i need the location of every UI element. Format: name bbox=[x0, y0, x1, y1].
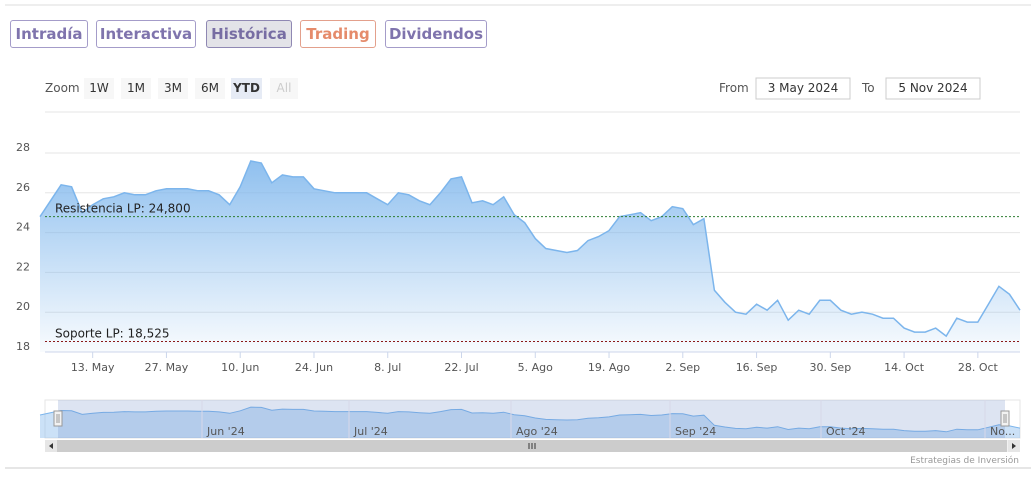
navigator-area bbox=[40, 407, 1020, 438]
navigator-mask bbox=[58, 400, 1005, 438]
navigator-handle[interactable] bbox=[53, 410, 63, 427]
navigator-label: Sep '24 bbox=[675, 425, 716, 438]
x-tick-label: 8. Jul bbox=[374, 361, 401, 374]
x-tick-label: 14. Oct bbox=[884, 361, 925, 374]
x-tick-label: 28. Oct bbox=[958, 361, 999, 374]
navigator-bg bbox=[44, 399, 1021, 439]
zoom-button-label[interactable]: 6M bbox=[201, 81, 219, 95]
navigator-label: Jun '24 bbox=[206, 425, 245, 438]
y-tick-label: 26 bbox=[16, 181, 30, 194]
navigator-label: Jul '24 bbox=[353, 425, 388, 438]
zoom-button[interactable] bbox=[84, 78, 114, 99]
plot-line-label: Resistencia LP: 24,800 bbox=[55, 202, 191, 216]
area-fill bbox=[40, 161, 1020, 352]
tab[interactable]: Histórica bbox=[206, 20, 292, 48]
zoom-button[interactable] bbox=[231, 78, 262, 99]
x-tick-label: 10. Jun bbox=[221, 361, 259, 374]
from-input[interactable] bbox=[755, 77, 851, 100]
to-value[interactable]: 5 Nov 2024 bbox=[898, 81, 967, 95]
zoom-button[interactable] bbox=[158, 78, 188, 99]
zoom-button bbox=[270, 78, 298, 99]
zoom-button-label[interactable]: 1M bbox=[127, 81, 145, 95]
x-tick-label: 24. Jun bbox=[295, 361, 333, 374]
x-tick-label: 22. Jul bbox=[444, 361, 478, 374]
scroll-left-arrow bbox=[49, 443, 53, 449]
x-tick-label: 16. Sep bbox=[736, 361, 778, 374]
x-tick-label: 30. Sep bbox=[809, 361, 851, 374]
tab[interactable]: Intradía bbox=[10, 20, 88, 48]
navigator-handle[interactable] bbox=[1000, 410, 1010, 427]
navigator-label: Oct '24 bbox=[826, 425, 866, 438]
x-tick-label: 13. May bbox=[71, 361, 115, 374]
from-value[interactable]: 3 May 2024 bbox=[768, 81, 839, 95]
y-tick-label: 20 bbox=[16, 300, 30, 313]
tab[interactable]: Trading bbox=[300, 20, 376, 48]
scroll-grip bbox=[528, 443, 536, 449]
zoom-button-label: All bbox=[277, 81, 292, 95]
tab[interactable]: Interactiva bbox=[96, 20, 196, 48]
navigator-label: No... bbox=[990, 425, 1015, 438]
credits: Estrategias de Inversión bbox=[910, 455, 1019, 466]
y-tick-label: 28 bbox=[16, 141, 30, 154]
x-tick-label: 19. Ago bbox=[588, 361, 630, 374]
scroll-right-arrow bbox=[1012, 443, 1016, 449]
zoom-button-label[interactable]: YTD bbox=[232, 81, 260, 95]
to-input[interactable] bbox=[885, 77, 981, 100]
y-tick-label: 22 bbox=[16, 260, 30, 273]
zoom-button[interactable] bbox=[121, 78, 151, 99]
x-tick-label: 5. Ago bbox=[518, 361, 553, 374]
y-tick-label: 18 bbox=[16, 340, 30, 353]
zoom-label: Zoom bbox=[45, 81, 80, 95]
y-tick-label: 24 bbox=[16, 221, 30, 234]
x-tick-label: 27. May bbox=[145, 361, 189, 374]
to-label: To bbox=[861, 81, 875, 95]
x-tick-label: 2. Sep bbox=[665, 361, 700, 374]
price-line bbox=[39, 160, 1021, 338]
zoom-button-label[interactable]: 1W bbox=[89, 81, 109, 95]
zoom-button-label[interactable]: 3M bbox=[164, 81, 182, 95]
tab[interactable]: Dividendos bbox=[385, 20, 487, 48]
navigator-label: Ago '24 bbox=[516, 425, 558, 438]
from-label: From bbox=[719, 81, 749, 95]
navigator-line bbox=[39, 406, 1021, 433]
plot-line-label: Soporte LP: 18,525 bbox=[55, 327, 170, 341]
zoom-button[interactable] bbox=[195, 78, 225, 99]
